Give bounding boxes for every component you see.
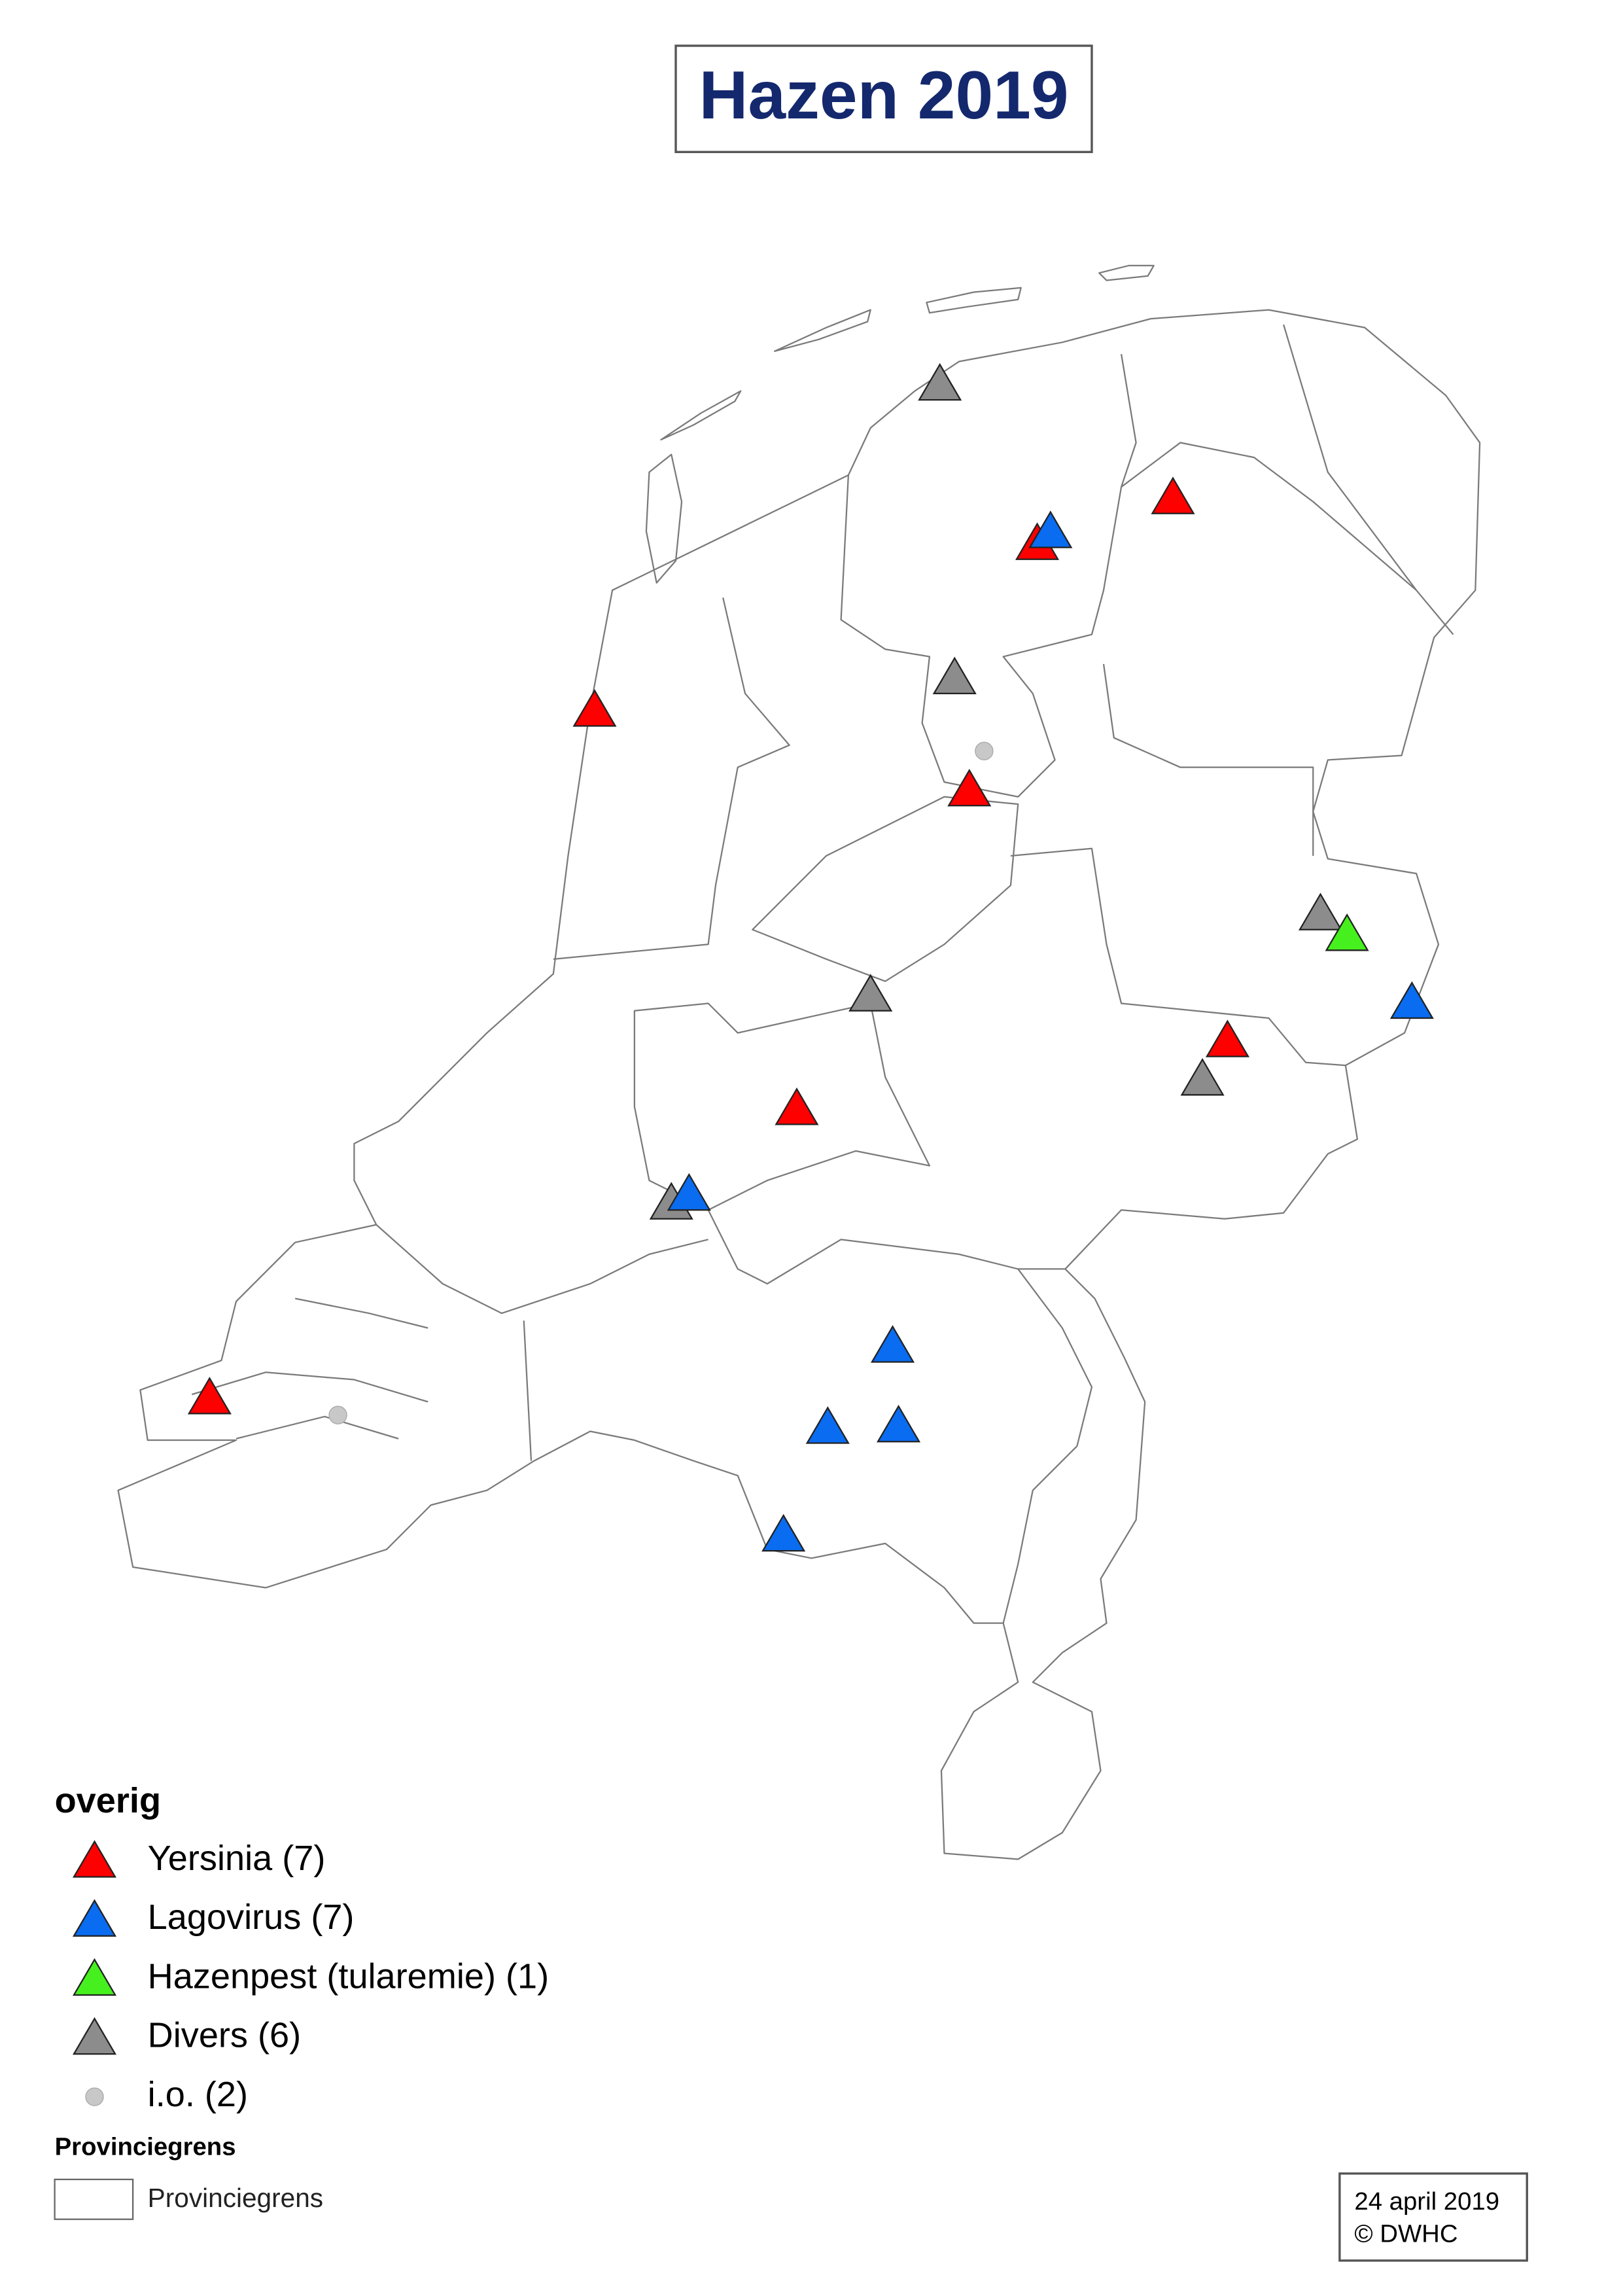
triangle-marker: [572, 689, 617, 727]
date: 24 april 2019: [1354, 2187, 1499, 2216]
boundary-legend-label: Provinciegrens: [148, 2183, 323, 2213]
dot-marker: [85, 2087, 104, 2106]
legend-title: overig: [55, 1781, 161, 1820]
markers: [187, 362, 1434, 1552]
legend-label: Lagovirus (7): [148, 1898, 355, 1937]
triangle-marker: [1028, 510, 1073, 548]
province-border: [1102, 663, 1314, 856]
triangle-marker: [848, 974, 893, 1012]
province-border: [553, 597, 790, 960]
triangle-marker: [72, 1958, 117, 1996]
ameland: [926, 287, 1022, 314]
province-border: [752, 796, 1019, 982]
legend-label: Hazenpest (tularemie) (1): [148, 1956, 549, 1996]
dot-marker: [328, 1405, 347, 1424]
triangle-marker: [187, 1377, 232, 1415]
triangle-marker: [805, 1406, 850, 1444]
schiermonnikoog: [1098, 264, 1155, 281]
zeeland-water: [192, 1298, 428, 1439]
triangle-marker: [1325, 913, 1369, 951]
triangle-marker: [775, 1087, 819, 1125]
province-border: [633, 1002, 931, 1211]
triangle-marker: [877, 1404, 921, 1443]
legend: Yersinia (7) Lagovirus (7) Hazenpest (tula…: [72, 1839, 549, 2114]
legend-label: i.o. (2): [148, 2075, 248, 2114]
triangle-marker: [918, 362, 962, 401]
boundary-swatch: [54, 2178, 134, 2220]
title: Hazen 2019: [699, 57, 1068, 133]
vlieland: [660, 390, 742, 441]
triangle-marker: [1151, 476, 1195, 514]
triangle-marker: [1389, 981, 1434, 1019]
triangle-marker: [72, 2017, 117, 2055]
boundary-legend-title: Provinciegrens: [55, 2133, 236, 2161]
triangle-marker: [667, 1173, 711, 1211]
province-border: [1121, 442, 1417, 591]
legend-label: Yersinia (7): [148, 1839, 326, 1878]
triangle-marker: [72, 1840, 117, 1878]
title-box: [674, 44, 1093, 153]
date-box: [1338, 2172, 1528, 2262]
triangle-marker: [1180, 1057, 1225, 1096]
ijsselmeer: [840, 354, 1137, 798]
terschelling: [773, 309, 871, 352]
triangle-marker: [870, 1325, 915, 1363]
triangle-marker: [1205, 1019, 1249, 1057]
legend-label: Divers (6): [148, 2016, 301, 2055]
triangle-marker: [947, 768, 992, 807]
province-border: [1002, 1268, 1093, 1623]
dot-marker: [975, 741, 994, 761]
copyright: © DWHC: [1354, 2220, 1457, 2248]
triangle-marker: [761, 1513, 806, 1552]
province-border: [375, 1224, 708, 1315]
triangle-marker: [1298, 892, 1343, 930]
country-outline: [117, 309, 1481, 1860]
province-border: [523, 1320, 532, 1461]
province-border: [1010, 847, 1346, 1067]
triangle-marker: [932, 656, 977, 695]
map: [117, 264, 1481, 1860]
triangle-marker: [72, 1899, 117, 1937]
province-border: [1283, 324, 1454, 635]
texel: [645, 453, 683, 584]
